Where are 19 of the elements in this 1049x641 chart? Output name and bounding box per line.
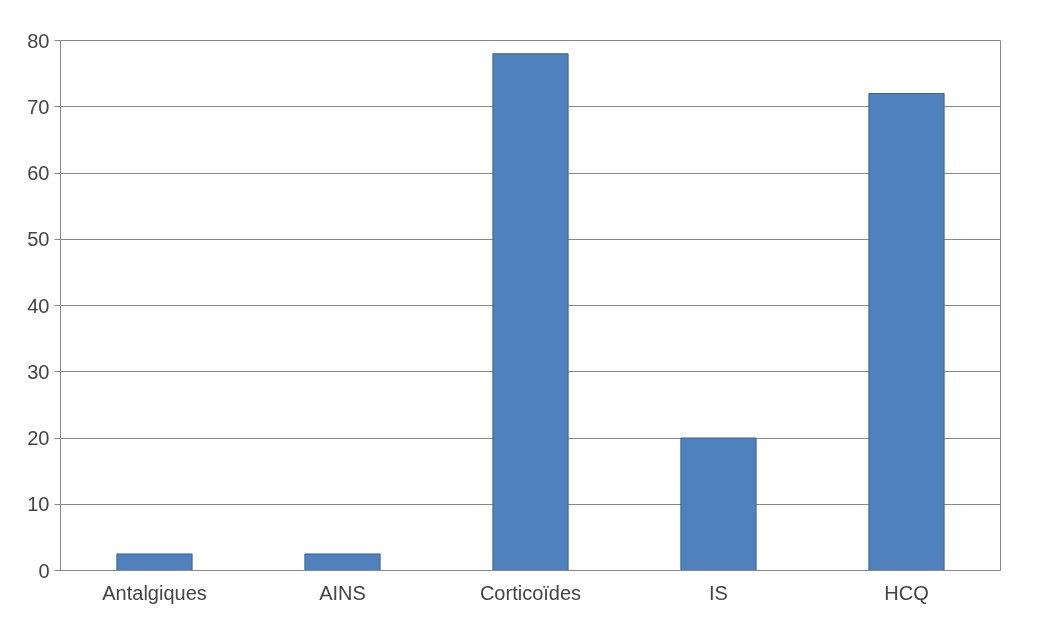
bar	[304, 553, 381, 571]
bar	[116, 553, 193, 571]
bar	[680, 437, 757, 571]
y-tick-label: 0	[38, 559, 50, 582]
y-tick-label: 20	[27, 427, 50, 449]
x-tick-label: Antalgiques	[102, 581, 207, 604]
x-tick-label: Corticoïdes	[479, 581, 582, 604]
bar	[868, 93, 945, 571]
y-tick-label: 30	[27, 360, 50, 383]
y-tick-label: 50	[27, 228, 50, 251]
x-tick-label: IS	[709, 581, 728, 604]
y-tick-label: 40	[27, 294, 50, 317]
x-tick-label: HCQ	[884, 581, 929, 604]
bar	[492, 53, 569, 571]
y-tick-label: 80	[27, 29, 50, 52]
y-tick-label: 70	[27, 95, 50, 118]
x-tick-label: AINS	[319, 581, 366, 604]
y-tick-label: 10	[27, 493, 50, 516]
y-tick-label: 60	[27, 162, 50, 184]
